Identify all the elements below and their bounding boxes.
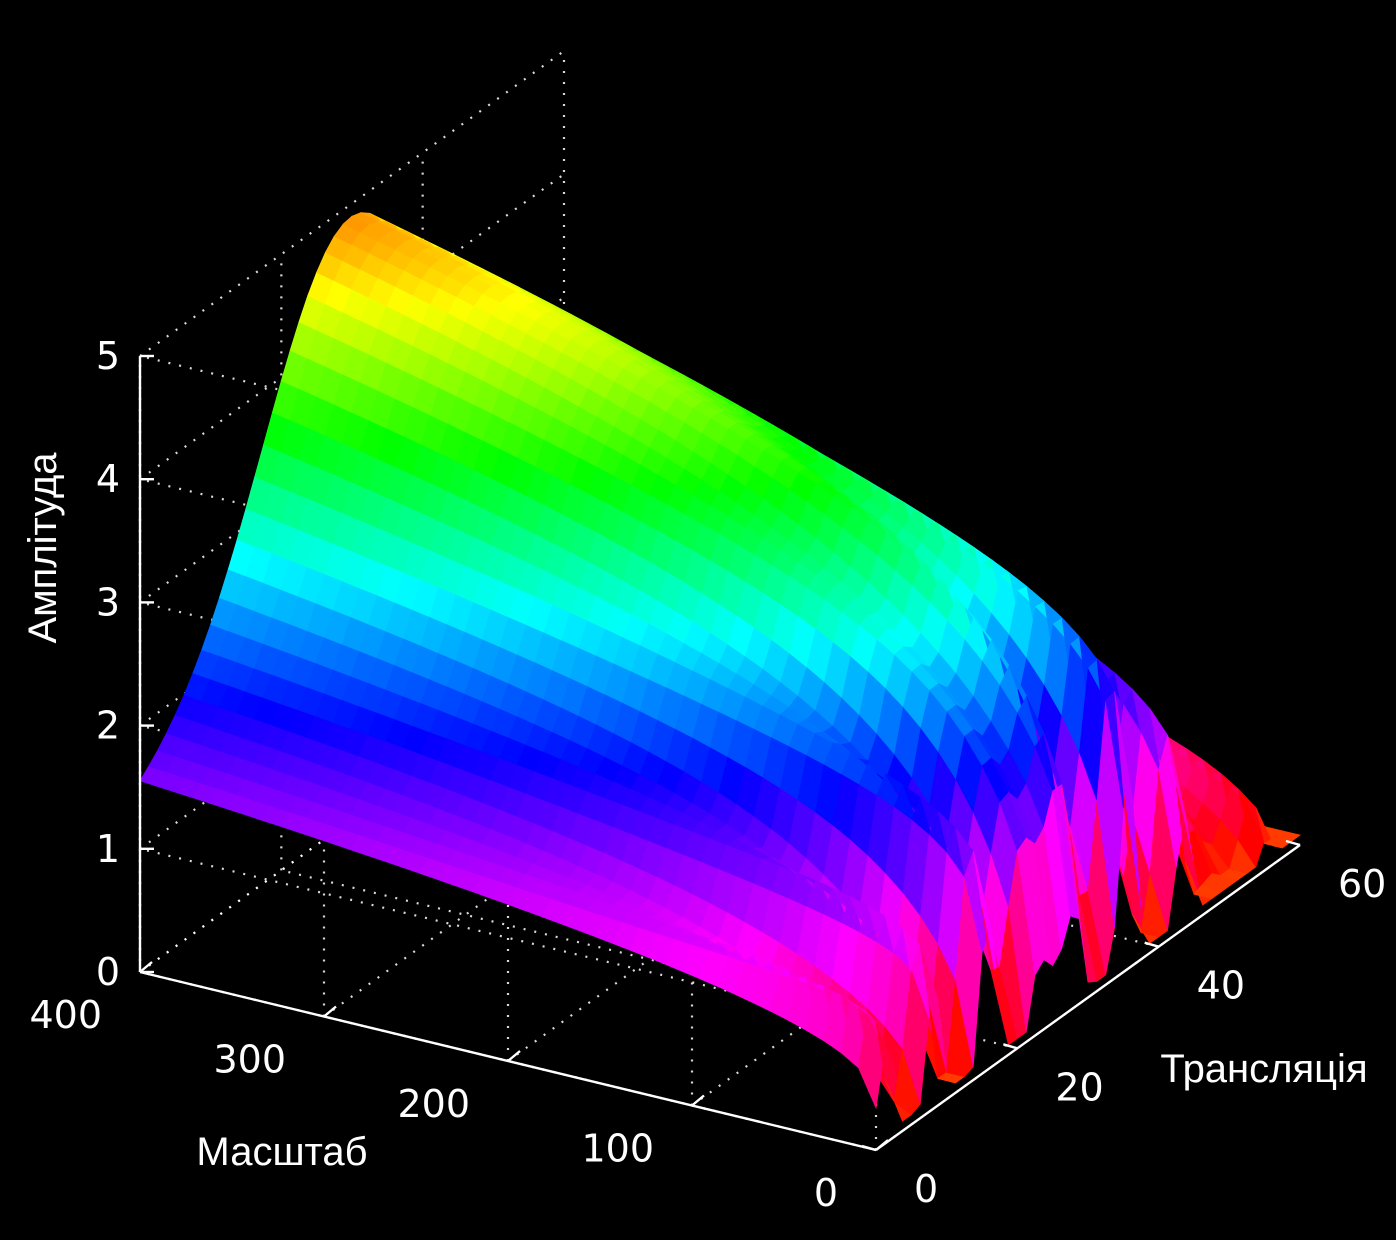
x-tick-mark — [861, 1144, 877, 1152]
x-axis-line — [875, 844, 1301, 1151]
axes — [138, 354, 1301, 1152]
z-tick-label: 5 — [96, 334, 120, 378]
x-tick-label: 60 — [1338, 862, 1386, 906]
z-axis-label: Амплітуда — [21, 452, 65, 644]
y-tick-mark — [323, 1005, 337, 1018]
x-tick-mark — [1285, 839, 1301, 847]
x-tick-label: 0 — [914, 1167, 938, 1211]
x-tick-mark — [1003, 1043, 1018, 1050]
y-tick-label: 200 — [397, 1082, 470, 1126]
z-tick-label: 2 — [96, 704, 120, 748]
z-tick-label: 3 — [96, 580, 120, 624]
y-tick-label: 0 — [814, 1171, 838, 1215]
y-tick-label: 400 — [29, 993, 102, 1037]
y-tick-label: 300 — [213, 1038, 286, 1082]
y-tick-mark — [139, 961, 153, 973]
y-tick-mark — [875, 1139, 889, 1151]
y-axis-label: Масштаб — [196, 1130, 367, 1174]
surface-patch — [1272, 830, 1301, 842]
x-tick-mark — [1144, 941, 1159, 948]
z-tick-label: 4 — [96, 457, 120, 501]
z-tick-label: 1 — [96, 827, 120, 871]
x-tick-label: 40 — [1197, 964, 1245, 1008]
surface — [139, 212, 1301, 1122]
y-tick-mark — [507, 1050, 521, 1062]
x-axis-label: Трансляція — [1160, 1047, 1367, 1091]
z-tick-label: 0 — [96, 950, 120, 994]
y-tick-label: 100 — [581, 1127, 654, 1171]
x-tick-label: 20 — [1055, 1065, 1103, 1109]
y-tick-mark — [691, 1094, 705, 1107]
